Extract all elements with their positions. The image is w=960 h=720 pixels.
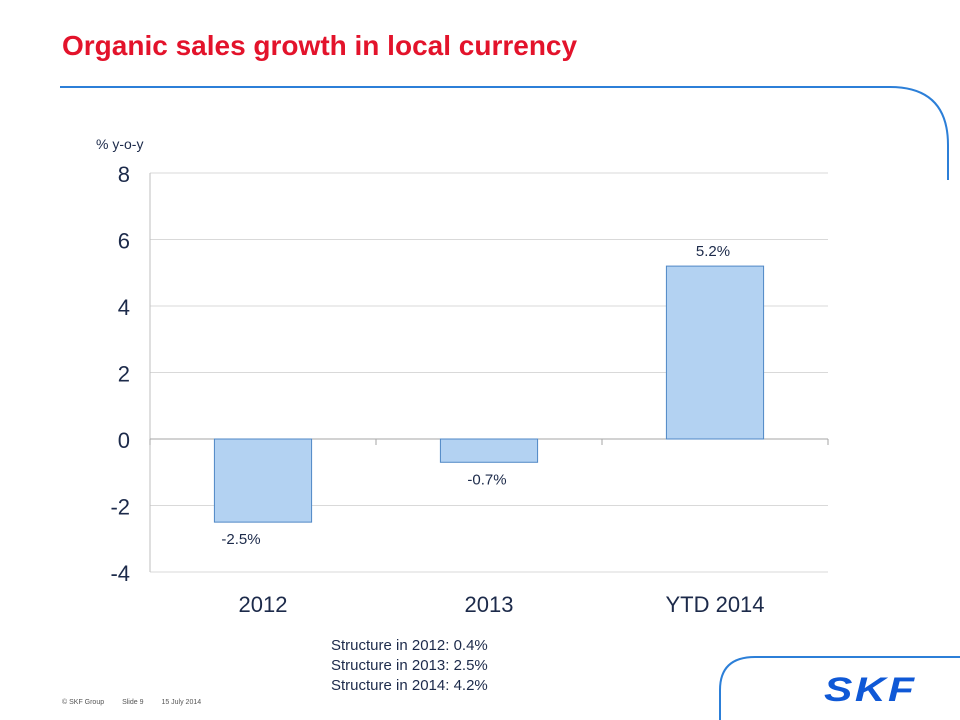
bar-2012 [213,438,313,523]
y-tick-label: 8 [118,162,130,187]
footer: © SKF Group Slide 9 15 July 2014 [62,699,217,706]
y-axis-label: % y-o-y [96,136,143,152]
y-tick-label: -4 [110,561,130,586]
data-label: 5.2% [696,243,730,260]
y-tick-labels: 8 6 4 2 0 -2 -4 [110,162,130,586]
y-tick-label: 4 [118,295,130,320]
data-labels: -2.5% -0.7% 5.2% [221,243,730,548]
y-tick-label: -2 [110,495,130,520]
footer-date: 15 July 2014 [161,699,202,706]
y-tick-label: 2 [118,362,130,387]
structure-notes: Structure in 2012: 0.4% Structure in 201… [331,636,488,696]
x-tick-label: 2012 [239,592,288,617]
page-title: Organic sales growth in local currency [62,30,578,61]
structure-note-2012: Structure in 2012: 0.4% [331,637,488,654]
bar-ytd-2014 [665,265,765,440]
decor-curve-bottom [719,656,960,720]
skf-logo-text: SKF [824,670,917,709]
x-tick-label: 2013 [465,592,514,617]
bars [213,265,765,523]
structure-note-2013: Structure in 2013: 2.5% [331,657,488,674]
data-label: -2.5% [221,531,260,548]
x-tick-labels: 2012 2013 YTD 2014 [239,592,765,617]
footer-slide-number: Slide 9 [122,699,144,706]
footer-copyright: © SKF Group [62,699,105,706]
y-tick-label: 0 [118,428,130,453]
decor-curve-top [60,86,949,180]
y-tick-label: 6 [118,229,130,254]
bar-2013 [439,438,539,463]
structure-note-2014: Structure in 2014: 4.2% [331,677,488,694]
x-tick-label: YTD 2014 [665,592,764,617]
skf-logo: SKF [824,671,942,709]
data-label: -0.7% [467,471,506,488]
